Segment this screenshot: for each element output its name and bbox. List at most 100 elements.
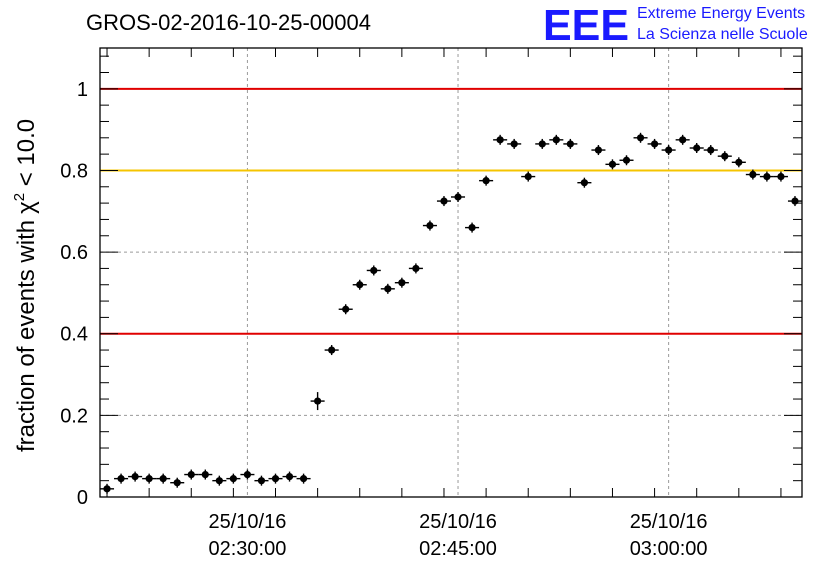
marker (398, 279, 406, 287)
data-point (507, 138, 522, 149)
marker (693, 144, 701, 152)
data-point (212, 475, 227, 486)
data-point (675, 134, 690, 145)
data-point (198, 469, 213, 480)
marker (777, 172, 785, 181)
y-axis-label: fraction of events withχ2 < 10.0 (11, 119, 40, 452)
data-point (324, 345, 339, 356)
eee-logo-mark: EEE (543, 1, 629, 50)
marker (271, 475, 280, 483)
data-point (717, 151, 732, 162)
x-tick-label-time: 02:30:00 (208, 538, 286, 560)
data-point (493, 134, 508, 145)
marker (103, 485, 111, 493)
data-point (142, 473, 157, 484)
reference-lines (100, 87, 802, 335)
data-point (521, 171, 536, 182)
marker (721, 152, 729, 160)
eee-logo: EEE Extreme Energy Events La Scienza nel… (543, 1, 808, 50)
data-point (408, 263, 423, 274)
marker (342, 305, 350, 313)
data-point (156, 473, 171, 484)
x-tick-label-date: 25/10/16 (630, 511, 708, 533)
data-point (759, 171, 774, 182)
grid (100, 48, 802, 497)
y-tick-label: 0 (77, 487, 88, 509)
marker (707, 146, 715, 154)
marker (749, 170, 757, 179)
marker (328, 346, 336, 354)
marker (482, 177, 490, 185)
logo-line-1: Extreme Energy Events (637, 5, 805, 22)
data-point (254, 475, 269, 486)
data-point (647, 138, 662, 149)
marker (679, 136, 687, 144)
marker (763, 172, 771, 181)
data-point (184, 469, 199, 480)
x-tick-label-date: 25/10/16 (419, 511, 497, 533)
marker (594, 146, 603, 154)
data-point (436, 196, 451, 207)
marker (468, 224, 476, 232)
data-point (465, 222, 480, 233)
data-point (352, 279, 367, 290)
marker (201, 470, 209, 479)
marker (426, 221, 434, 230)
marker (791, 197, 799, 205)
marker (735, 158, 743, 166)
marker (566, 140, 574, 148)
data-point (380, 283, 395, 294)
data-point (100, 483, 115, 494)
y-tick-label: 0.2 (60, 405, 88, 427)
marker (580, 179, 588, 187)
marker (412, 264, 420, 273)
marker (622, 156, 631, 164)
marker (229, 475, 237, 483)
marker (173, 479, 181, 487)
data-point (128, 471, 143, 482)
data-point (226, 473, 241, 484)
marker (608, 160, 617, 168)
data-point (633, 132, 648, 143)
marker (370, 266, 378, 275)
marker (215, 477, 223, 485)
data-point (787, 196, 802, 207)
data-point (773, 171, 788, 182)
data-point (549, 134, 564, 145)
data-point (394, 277, 409, 288)
marker (440, 197, 448, 205)
marker (243, 470, 252, 479)
data-point (563, 138, 578, 149)
x-tick-label-date: 25/10/16 (208, 511, 286, 533)
data-point (535, 138, 550, 149)
data-point (661, 145, 676, 156)
data-point (366, 265, 381, 276)
marker (285, 472, 294, 481)
data-point (591, 145, 606, 156)
tick-labels: 0 0.2 0.4 0.6 0.8 1 25/10/16 02:30:00 25/10/16 02… (60, 79, 707, 560)
data-point (422, 220, 437, 231)
data-point (451, 191, 466, 202)
marker (117, 475, 125, 483)
data-point (240, 469, 255, 480)
data-point (577, 177, 592, 188)
data-point (170, 477, 185, 488)
data-point (689, 143, 704, 154)
x-tick-label-time: 02:45:00 (419, 538, 497, 560)
data-point (703, 145, 718, 156)
marker (665, 146, 673, 154)
data-point (310, 392, 325, 411)
data-point (282, 471, 297, 482)
data-point (619, 155, 634, 166)
marker (299, 475, 308, 483)
data-point (731, 157, 746, 168)
chart-title: GROS-02-2016-10-25-00004 (86, 10, 371, 35)
marker (145, 475, 153, 483)
marker (356, 281, 364, 289)
data-point (745, 169, 760, 180)
data-point (268, 473, 283, 484)
x-tick-label-time: 03:00:00 (630, 538, 708, 560)
data-point (479, 175, 494, 186)
marker (650, 140, 659, 148)
